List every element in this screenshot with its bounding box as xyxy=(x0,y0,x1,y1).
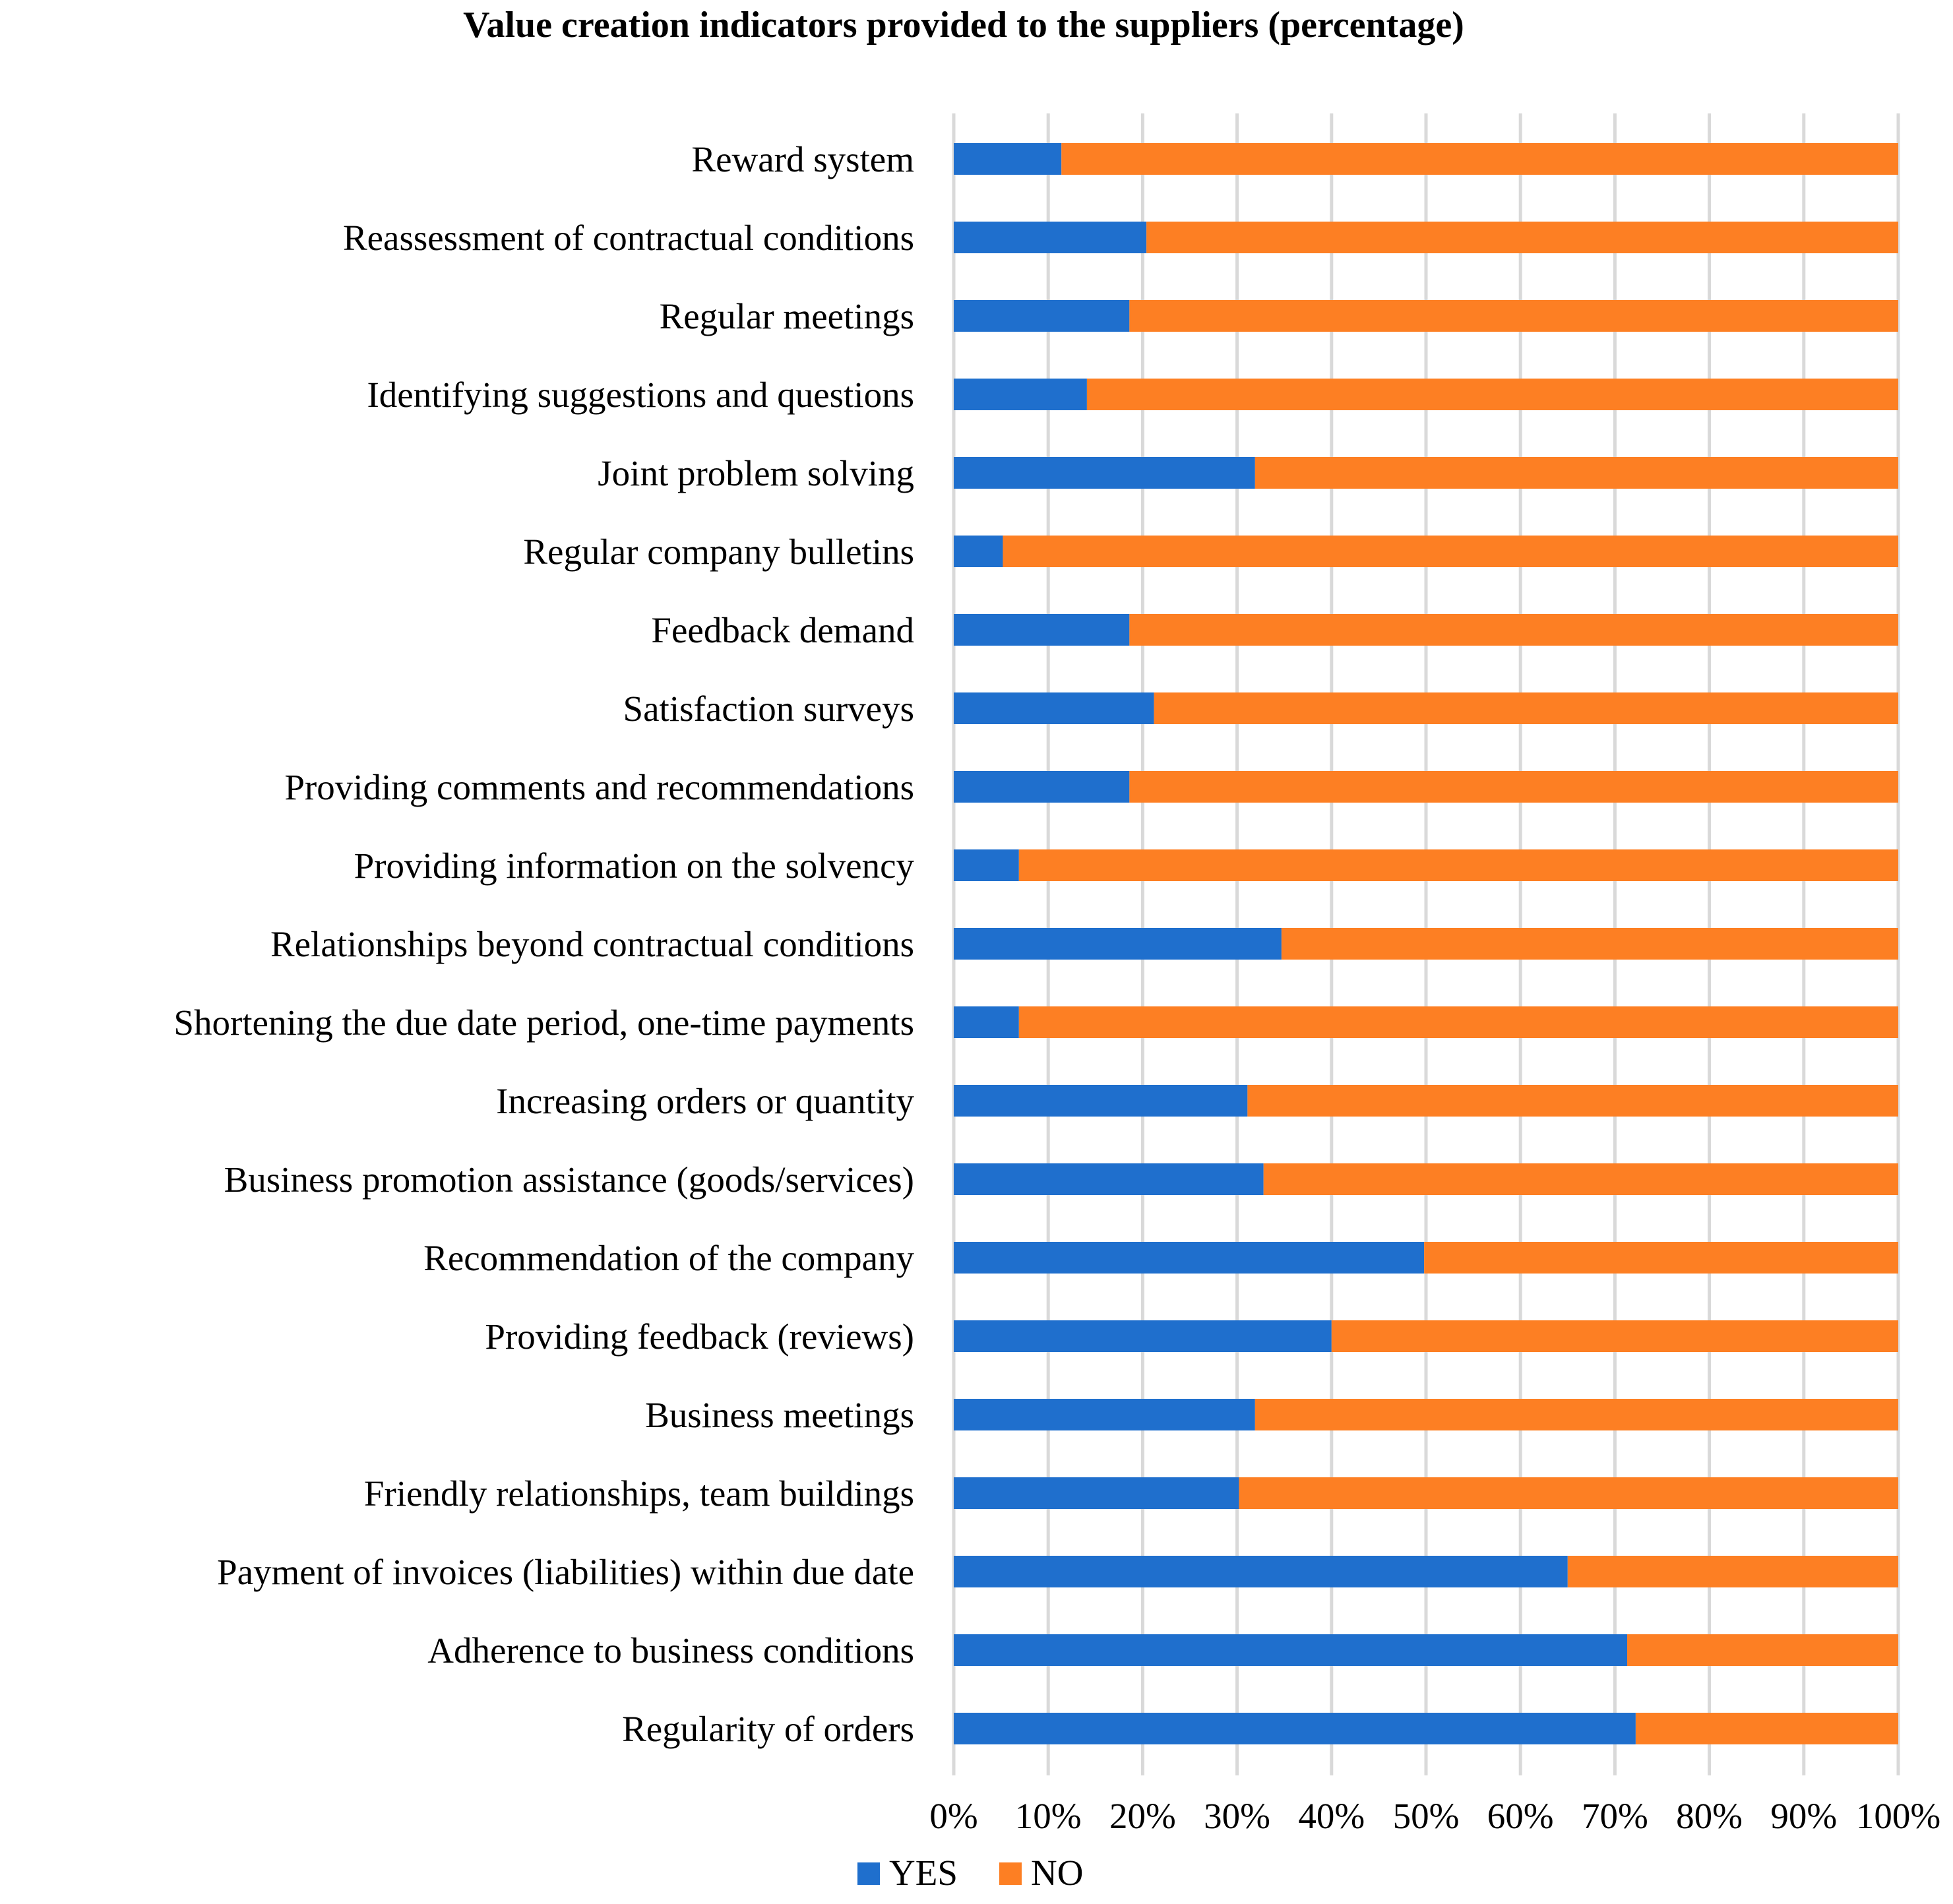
bar-no-9 xyxy=(1018,849,1898,881)
category-label: Business promotion assistance (goods/ser… xyxy=(224,1159,914,1200)
bar-no-13 xyxy=(1263,1163,1898,1195)
bar-yes-10 xyxy=(954,928,1282,960)
legend-swatch-yes xyxy=(857,1862,880,1885)
category-label: Satisfaction surveys xyxy=(623,689,914,729)
bar-yes-13 xyxy=(954,1163,1264,1195)
category-label: Recommendation of the company xyxy=(423,1238,914,1278)
category-label: Regular meetings xyxy=(660,296,914,336)
bar-no-16 xyxy=(1255,1399,1898,1430)
x-tick-label: 40% xyxy=(1298,1796,1365,1836)
category-label: Providing information on the solvency xyxy=(354,845,915,886)
bar-yes-14 xyxy=(954,1242,1425,1274)
bar-no-2 xyxy=(1129,300,1898,332)
bar-yes-12 xyxy=(954,1085,1248,1117)
bar-no-10 xyxy=(1281,928,1898,960)
chart-title: Value creation indicators provided to th… xyxy=(463,5,1464,46)
category-label: Shortening the due date period, one-time… xyxy=(173,1002,914,1043)
bar-no-12 xyxy=(1247,1085,1898,1117)
category-label: Regularity of orders xyxy=(622,1709,914,1749)
bar-yes-8 xyxy=(954,771,1130,803)
bar-no-0 xyxy=(1061,143,1898,175)
x-tick-label: 10% xyxy=(1015,1796,1082,1836)
bar-yes-11 xyxy=(954,1006,1019,1038)
bar-no-11 xyxy=(1018,1006,1898,1038)
bar-no-17 xyxy=(1239,1477,1898,1509)
bar-yes-19 xyxy=(954,1634,1628,1666)
bar-yes-4 xyxy=(954,457,1255,489)
x-tick-label: 0% xyxy=(929,1796,977,1836)
category-label: Identifying suggestions and questions xyxy=(367,375,914,415)
bar-no-8 xyxy=(1129,771,1898,803)
legend-label-no: NO xyxy=(1031,1853,1083,1893)
x-tick-label: 30% xyxy=(1204,1796,1270,1836)
bar-yes-16 xyxy=(954,1399,1255,1430)
category-label: Friendly relationships, team buildings xyxy=(364,1473,914,1514)
bar-no-7 xyxy=(1154,692,1898,724)
bar-yes-7 xyxy=(954,692,1154,724)
category-label: Payment of invoices (liabilities) within… xyxy=(217,1552,914,1592)
category-label: Adherence to business conditions xyxy=(427,1630,914,1671)
category-label: Reassessment of contractual conditions xyxy=(343,218,914,258)
bar-no-4 xyxy=(1255,457,1898,489)
legend: YES NO xyxy=(857,1853,1083,1893)
bar-no-3 xyxy=(1086,379,1898,410)
category-label: Increasing orders or quantity xyxy=(496,1081,914,1121)
x-tick-label: 20% xyxy=(1109,1796,1176,1836)
x-tick-label: 60% xyxy=(1487,1796,1554,1836)
category-label: Regular company bulletins xyxy=(523,532,914,572)
bar-yes-15 xyxy=(954,1320,1332,1352)
category-label: Joint problem solving xyxy=(598,453,914,493)
bar-yes-18 xyxy=(954,1556,1568,1587)
category-label: Providing comments and recommendations xyxy=(284,767,914,807)
category-labels: Reward system Reassessment of contractual… xyxy=(173,139,914,1749)
x-tick-label: 70% xyxy=(1582,1796,1648,1836)
legend-swatch-no xyxy=(999,1862,1022,1885)
bar-no-19 xyxy=(1627,1634,1898,1666)
x-tick-label: 80% xyxy=(1676,1796,1743,1836)
bar-yes-2 xyxy=(954,300,1130,332)
category-label: Reward system xyxy=(691,139,914,179)
bar-yes-9 xyxy=(954,849,1019,881)
x-tick-label: 50% xyxy=(1393,1796,1460,1836)
bar-yes-5 xyxy=(954,536,1003,567)
bar-yes-3 xyxy=(954,379,1087,410)
bar-yes-17 xyxy=(954,1477,1239,1509)
legend-label-yes: YES xyxy=(889,1853,958,1893)
bar-no-5 xyxy=(1003,536,1898,567)
bar-no-18 xyxy=(1567,1556,1898,1587)
bar-yes-6 xyxy=(954,614,1130,646)
bar-yes-0 xyxy=(954,143,1062,175)
x-tick-label: 100% xyxy=(1856,1796,1940,1836)
category-label: Business meetings xyxy=(645,1395,914,1435)
bar-yes-20 xyxy=(954,1713,1636,1744)
bar-no-6 xyxy=(1129,614,1898,646)
bar-no-14 xyxy=(1424,1242,1898,1274)
bar-no-1 xyxy=(1146,222,1898,253)
bar-yes-1 xyxy=(954,222,1147,253)
bars xyxy=(954,143,1898,1744)
x-tick-labels: 0% 10% 20% 30% 40% 50% 60% 70% 80% 90% 100% xyxy=(929,1796,1940,1836)
x-tick-label: 90% xyxy=(1770,1796,1837,1836)
category-label: Relationships beyond contractual conditi… xyxy=(270,924,914,964)
bar-no-15 xyxy=(1331,1320,1898,1352)
bar-no-20 xyxy=(1635,1713,1898,1744)
category-label: Feedback demand xyxy=(651,610,914,650)
category-label: Providing feedback (reviews) xyxy=(485,1316,914,1357)
